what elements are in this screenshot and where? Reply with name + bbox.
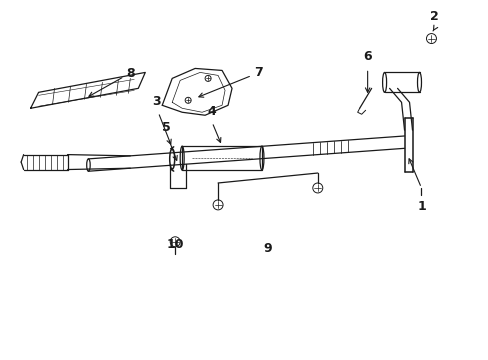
Text: 3: 3 bbox=[152, 95, 160, 108]
Text: 10: 10 bbox=[166, 238, 183, 251]
Text: 6: 6 bbox=[363, 50, 371, 63]
Text: 7: 7 bbox=[253, 66, 262, 79]
Text: 9: 9 bbox=[263, 242, 272, 255]
Text: 4: 4 bbox=[207, 105, 216, 118]
Text: 2: 2 bbox=[429, 10, 438, 23]
Text: 1: 1 bbox=[416, 200, 425, 213]
Text: 8: 8 bbox=[126, 67, 135, 80]
Bar bbox=[182, 146, 262, 170]
Text: 5: 5 bbox=[162, 121, 170, 134]
